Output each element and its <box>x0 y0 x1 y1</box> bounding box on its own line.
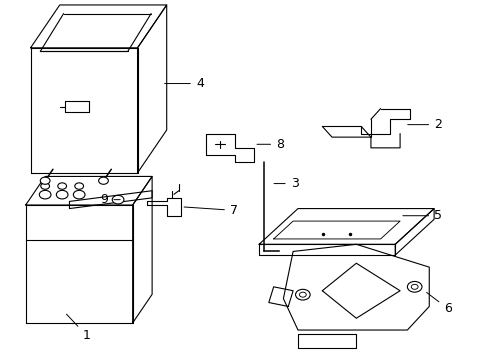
Text: 1: 1 <box>66 314 90 342</box>
Text: 3: 3 <box>273 177 298 190</box>
Text: 5: 5 <box>402 209 441 222</box>
Text: 8: 8 <box>257 138 284 151</box>
Text: 4: 4 <box>164 77 203 90</box>
Circle shape <box>299 292 305 297</box>
Text: 6: 6 <box>426 292 451 315</box>
Circle shape <box>40 177 50 184</box>
Text: 9: 9 <box>100 193 120 206</box>
Text: 2: 2 <box>407 118 441 131</box>
Circle shape <box>39 190 51 199</box>
Circle shape <box>75 183 83 189</box>
Text: 7: 7 <box>183 204 238 217</box>
Circle shape <box>407 282 421 292</box>
Circle shape <box>73 190 85 199</box>
Circle shape <box>99 177 108 184</box>
Circle shape <box>41 183 49 189</box>
Circle shape <box>410 284 417 289</box>
Circle shape <box>56 190 68 199</box>
Circle shape <box>58 183 66 189</box>
Circle shape <box>112 195 123 204</box>
Circle shape <box>295 289 309 300</box>
